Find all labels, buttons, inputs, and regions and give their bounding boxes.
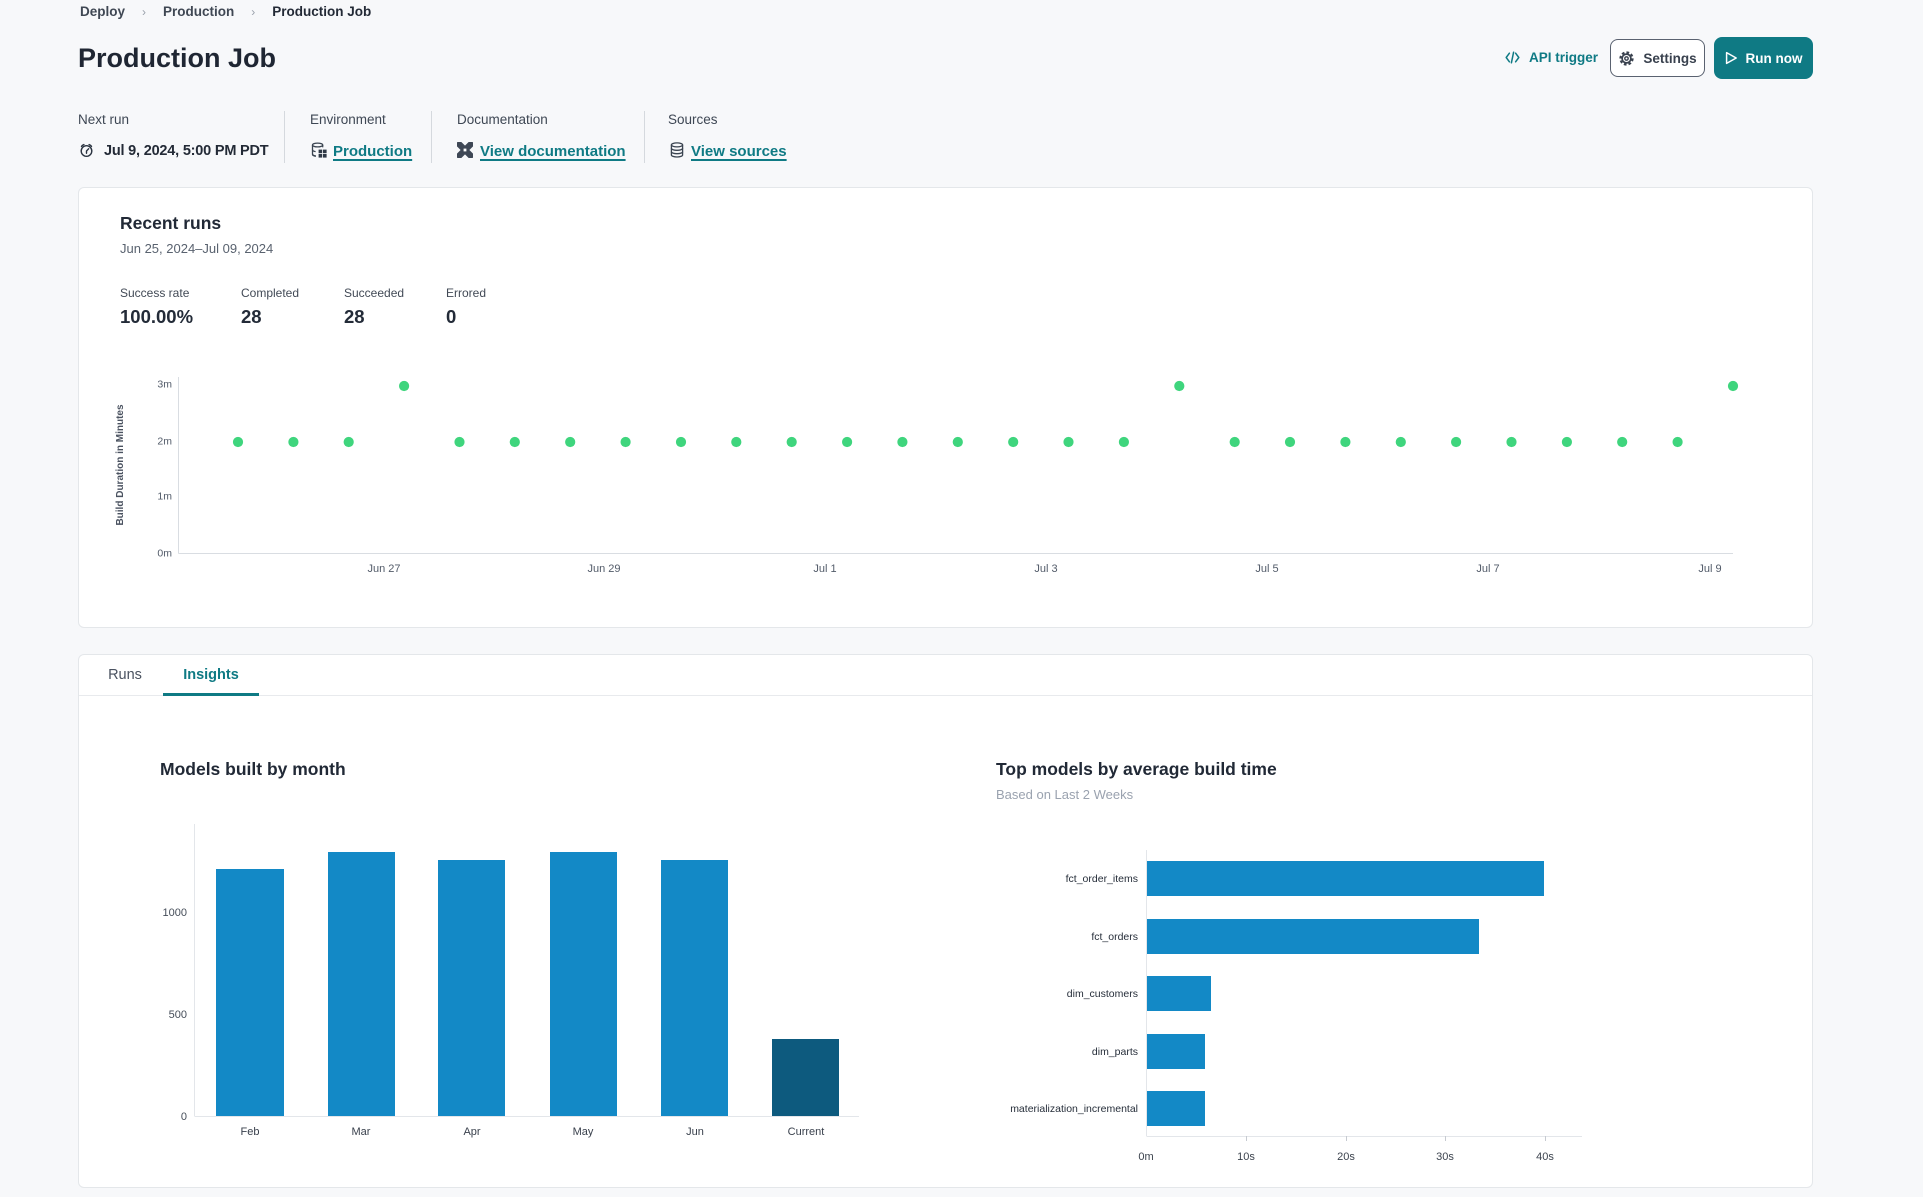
svg-text:Apr: Apr	[463, 1126, 480, 1138]
svg-text:3m: 3m	[157, 379, 172, 391]
svg-text:fct_order_items: fct_order_items	[1066, 873, 1138, 885]
svg-text:0: 0	[181, 1111, 187, 1123]
svg-text:May: May	[573, 1126, 594, 1138]
svg-text:500: 500	[169, 1009, 187, 1021]
svg-text:Jul 7: Jul 7	[1476, 563, 1499, 575]
svg-text:Feb: Feb	[241, 1126, 260, 1138]
svg-text:40s: 40s	[1536, 1151, 1554, 1163]
svg-text:dim_customers: dim_customers	[1067, 988, 1138, 1000]
svg-text:dim_parts: dim_parts	[1092, 1046, 1138, 1058]
svg-text:Jul 5: Jul 5	[1255, 563, 1278, 575]
svg-text:Jul 1: Jul 1	[813, 563, 836, 575]
svg-text:materialization_incremental: materialization_incremental	[1010, 1103, 1138, 1115]
svg-text:10s: 10s	[1237, 1151, 1255, 1163]
svg-text:Jun 27: Jun 27	[367, 563, 400, 575]
svg-text:0m: 0m	[157, 548, 172, 560]
svg-text:Jul 9: Jul 9	[1698, 563, 1721, 575]
svg-text:1000: 1000	[163, 907, 187, 919]
svg-text:fct_orders: fct_orders	[1091, 931, 1138, 943]
svg-text:Mar: Mar	[352, 1126, 371, 1138]
svg-text:Jul 3: Jul 3	[1034, 563, 1057, 575]
svg-text:0m: 0m	[1138, 1151, 1153, 1163]
svg-text:Jun: Jun	[686, 1126, 704, 1138]
svg-text:2m: 2m	[157, 436, 172, 448]
svg-text:1m: 1m	[157, 491, 172, 503]
svg-text:Jun 29: Jun 29	[587, 563, 620, 575]
svg-text:20s: 20s	[1337, 1151, 1355, 1163]
svg-text:Current: Current	[788, 1126, 825, 1138]
svg-text:Build Duration in Minutes: Build Duration in Minutes	[115, 404, 126, 526]
svg-text:30s: 30s	[1436, 1151, 1454, 1163]
